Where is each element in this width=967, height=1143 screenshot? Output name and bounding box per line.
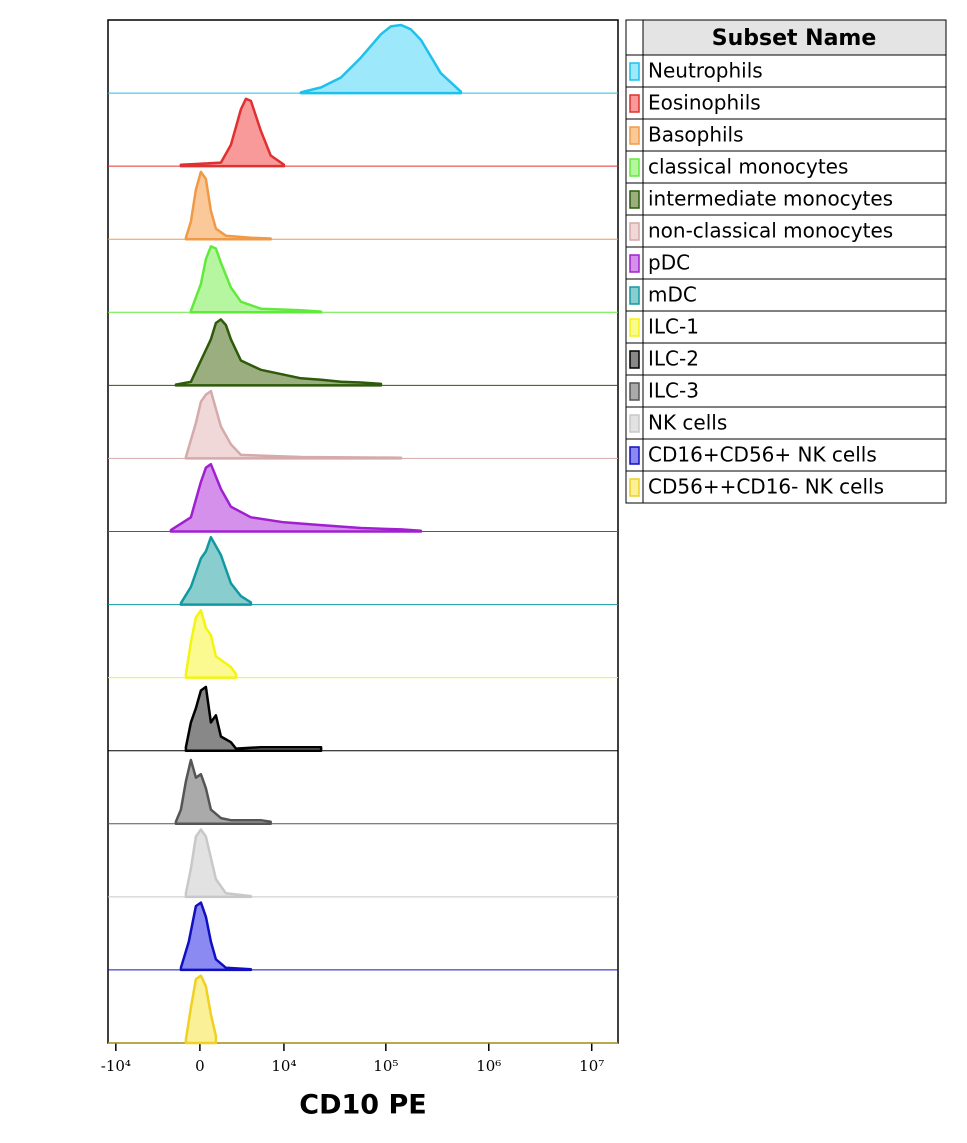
legend-label: Basophils <box>648 123 744 147</box>
x-tick-label: 10⁷ <box>579 1057 604 1075</box>
histogram <box>184 685 323 752</box>
histogram <box>179 535 253 606</box>
legend-label: CD56++CD16- NK cells <box>648 475 884 499</box>
legend-swatch <box>629 318 640 337</box>
histogram <box>184 974 218 1045</box>
legend-label: intermediate monocytes <box>648 187 893 211</box>
legend-swatch <box>629 62 640 81</box>
legend-label: non-classical monocytes <box>648 219 893 243</box>
legend-swatch <box>629 350 640 369</box>
legend-swatch <box>629 414 640 433</box>
legend-swatch <box>629 382 640 401</box>
histogram <box>189 245 323 314</box>
legend-swatch <box>629 126 640 145</box>
histogram <box>174 318 383 387</box>
legend-swatch <box>629 222 640 241</box>
histogram <box>174 758 272 826</box>
x-axis-label: CD10 PE <box>299 1090 426 1121</box>
legend-label: ILC-3 <box>648 379 699 403</box>
histogram <box>179 97 286 168</box>
legend-label: Neutrophils <box>648 59 763 83</box>
legend-swatch <box>629 478 640 497</box>
legend-label: pDC <box>648 251 690 275</box>
legend-label: Eosinophils <box>648 91 761 115</box>
histogram <box>184 170 272 241</box>
histogram <box>169 462 423 533</box>
legend-title: Subset Name <box>712 26 877 51</box>
legend-label: mDC <box>648 283 697 307</box>
x-tick-label: 10⁵ <box>373 1057 398 1075</box>
legend-label: ILC-2 <box>648 347 699 371</box>
histogram <box>184 389 403 460</box>
legend-swatch <box>629 158 640 177</box>
legend-swatch <box>629 190 640 209</box>
histogram <box>184 828 253 899</box>
legend-label: ILC-1 <box>648 315 699 339</box>
x-tick-label: 0 <box>195 1057 205 1075</box>
x-tick-label: 10⁴ <box>271 1057 296 1075</box>
legend-label: CD16+CD56+ NK cells <box>648 443 877 467</box>
legend-swatch <box>629 254 640 273</box>
legend-swatch <box>629 94 640 113</box>
legend-swatch <box>629 446 640 465</box>
legend-header-cell <box>642 19 947 56</box>
histogram <box>179 901 253 972</box>
legend-swatch <box>629 286 640 305</box>
legend-label: NK cells <box>648 411 727 435</box>
legend-label: classical monocytes <box>648 155 848 179</box>
x-tick-label: -10⁴ <box>101 1057 131 1075</box>
histogram <box>299 23 463 95</box>
x-tick-label: 10⁶ <box>476 1057 501 1075</box>
histogram <box>184 609 238 679</box>
